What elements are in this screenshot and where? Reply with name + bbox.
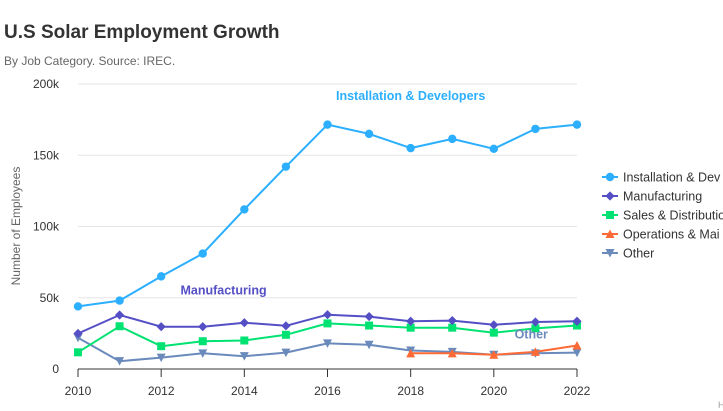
data-point[interactable]	[322, 310, 333, 320]
series-line[interactable]	[77, 322, 578, 354]
data-point[interactable]	[198, 249, 207, 258]
x-tick-label: 2022	[564, 384, 591, 398]
x-tick-label: 2012	[148, 384, 175, 398]
x-tick-label: 2018	[397, 384, 424, 398]
legend-label: Operations & Mai	[623, 228, 720, 242]
data-point[interactable]	[281, 321, 291, 331]
data-point[interactable]	[447, 348, 457, 358]
annotation-group: Installation & Developers Manufacturing Ot…	[180, 89, 548, 341]
y-tick-label: 50k	[40, 291, 60, 305]
data-point[interactable]	[489, 350, 499, 359]
x-tick-label: 2010	[65, 384, 92, 398]
data-point[interactable]	[489, 320, 499, 330]
data-point[interactable]	[73, 302, 83, 311]
data-point[interactable]	[115, 296, 124, 305]
series-manufacturing[interactable]	[73, 310, 582, 339]
series-other[interactable]	[73, 333, 582, 366]
y-axis-title: Number of Employees	[9, 167, 23, 286]
data-point[interactable]	[114, 310, 125, 320]
legend-label: Other	[623, 247, 654, 261]
legend-label: Manufacturing	[623, 190, 702, 204]
legend-symbol	[606, 211, 614, 219]
data-point[interactable]	[74, 348, 82, 357]
data-point[interactable]	[406, 323, 415, 332]
series-line[interactable]	[77, 123, 578, 308]
data-point[interactable]	[239, 352, 249, 361]
data-point[interactable]	[530, 317, 541, 327]
legend-symbol	[605, 172, 615, 182]
data-point[interactable]	[73, 328, 83, 339]
y-tick-label: 200k	[33, 77, 60, 91]
data-point[interactable]	[281, 162, 291, 171]
data-point[interactable]	[406, 143, 415, 153]
data-point[interactable]	[198, 349, 208, 358]
data-point[interactable]	[157, 342, 166, 351]
data-point[interactable]	[323, 339, 332, 348]
data-point[interactable]	[239, 318, 249, 328]
legend-item[interactable]: Sales & Distributio	[602, 209, 723, 223]
data-point[interactable]	[489, 328, 498, 337]
data-point[interactable]	[489, 144, 499, 154]
legend-label: Installation & Dev	[623, 171, 721, 185]
chart-subtitle: By Job Category. Source: IREC.	[4, 54, 176, 68]
data-point[interactable]	[156, 353, 166, 363]
data-point[interactable]	[530, 347, 540, 356]
data-point[interactable]	[240, 205, 249, 214]
data-point[interactable]	[156, 322, 166, 332]
chart-title: U.S Solar Employment Growth	[4, 22, 280, 43]
data-point[interactable]	[406, 316, 416, 326]
series-group[interactable]	[73, 120, 582, 366]
legend-item[interactable]: Other	[602, 247, 654, 261]
data-point[interactable]	[281, 330, 290, 339]
x-axis: 2010 2012 2014 2016 2018 2020 2022	[65, 368, 591, 398]
data-point[interactable]	[531, 124, 540, 134]
y-tick-label: 0	[52, 362, 59, 376]
y-axis-ticks: 0 50k 100k 150k 200k	[33, 77, 60, 376]
data-point[interactable]	[572, 316, 582, 326]
y-tick-label: 150k	[33, 148, 60, 162]
legend-symbol	[605, 229, 615, 238]
data-point[interactable]	[406, 348, 416, 358]
grid-lines	[78, 83, 577, 299]
legend-label: Sales & Distributio	[623, 209, 723, 223]
data-point[interactable]	[115, 357, 125, 366]
data-point[interactable]	[323, 120, 332, 129]
data-point[interactable]	[572, 348, 582, 358]
data-point[interactable]	[240, 336, 249, 345]
data-point[interactable]	[281, 348, 291, 358]
annotation-label: Other	[515, 327, 548, 341]
data-point[interactable]	[447, 315, 457, 326]
x-tick-label: 2014	[231, 384, 258, 398]
data-point[interactable]	[364, 311, 374, 322]
data-point[interactable]	[365, 321, 374, 330]
x-tick-label: 2016	[314, 384, 341, 398]
data-point[interactable]	[156, 272, 166, 281]
series-operations-maintenance[interactable]	[406, 340, 582, 359]
data-point[interactable]	[364, 340, 374, 350]
data-point[interactable]	[572, 120, 582, 129]
data-point[interactable]	[198, 337, 207, 346]
legend-item[interactable]: Manufacturing	[602, 190, 702, 204]
series-installation-developers[interactable]	[73, 120, 582, 311]
credits-link[interactable]: H	[718, 400, 723, 410]
data-point[interactable]	[323, 319, 332, 328]
x-tick-label: 2020	[480, 384, 507, 398]
data-point[interactable]	[364, 129, 374, 139]
data-point[interactable]	[115, 322, 124, 331]
data-point[interactable]	[531, 324, 540, 333]
annotation-label: Manufacturing	[180, 284, 266, 298]
data-point[interactable]	[448, 134, 457, 144]
data-point[interactable]	[572, 340, 582, 350]
legend-symbol	[605, 249, 615, 258]
y-tick-label: 100k	[33, 220, 60, 234]
legend[interactable]: Installation & Dev Manufacturing Sales & D…	[602, 171, 723, 261]
legend-item[interactable]: Operations & Mai	[602, 228, 720, 242]
annotation-label: Installation & Developers	[336, 89, 485, 103]
series-sales-distribution[interactable]	[74, 319, 581, 357]
data-point[interactable]	[198, 322, 208, 332]
legend-symbol	[605, 191, 615, 201]
legend-item[interactable]: Installation & Dev	[602, 171, 721, 185]
data-point[interactable]	[448, 323, 457, 332]
